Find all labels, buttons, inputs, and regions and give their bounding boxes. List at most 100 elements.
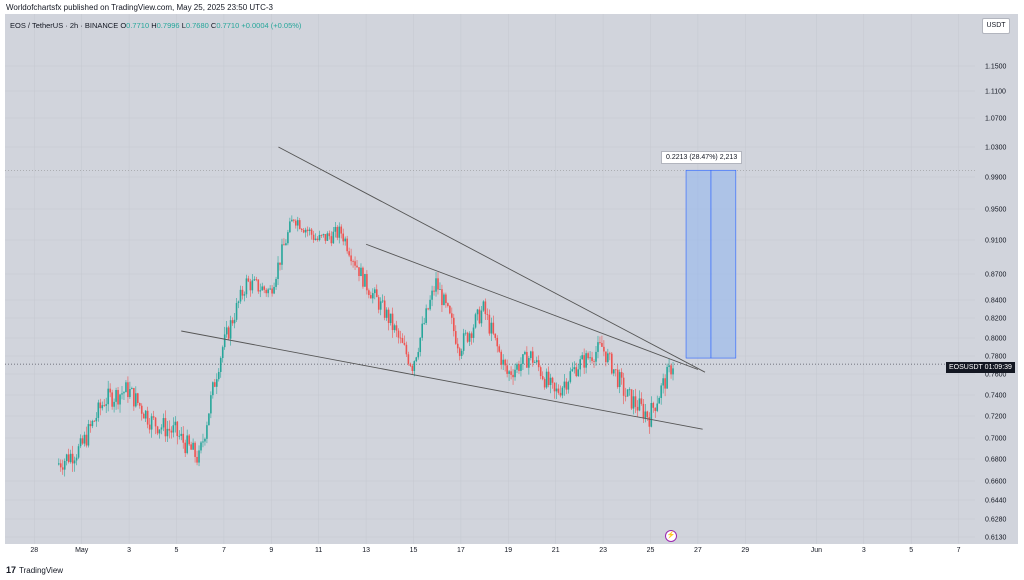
candle-body: [279, 262, 281, 265]
candle-body: [670, 365, 672, 375]
candle-body: [210, 395, 212, 414]
candle-body: [379, 301, 382, 310]
currency-selector[interactable]: USDT: [982, 18, 1010, 34]
candle-body: [539, 367, 542, 377]
candle-body: [295, 220, 297, 226]
candle-body: [216, 379, 218, 387]
candle-body: [239, 289, 242, 302]
candle-body: [437, 278, 439, 290]
time-axis-label: 15: [410, 547, 418, 554]
candle-body: [160, 427, 163, 430]
price-axis-label: 1.1500: [985, 64, 1007, 71]
price-axis-label: 0.7200: [985, 414, 1007, 421]
candle-body: [660, 385, 662, 398]
candle-body: [401, 337, 404, 343]
candle-body: [200, 442, 202, 451]
candle-body: [530, 351, 532, 359]
candle-body: [462, 333, 465, 351]
candle-body: [146, 410, 149, 425]
candle-body: [65, 454, 68, 461]
time-axis-label: 7: [222, 547, 226, 554]
candle-body: [565, 381, 568, 390]
candle-body: [263, 286, 265, 290]
open-label: O: [120, 21, 127, 30]
candle-body: [356, 265, 358, 268]
candle-body: [330, 236, 333, 244]
candle-body: [85, 434, 88, 446]
candle-body: [577, 369, 580, 377]
candle-body: [296, 220, 299, 226]
candle-body: [628, 389, 631, 391]
candle-body: [535, 360, 538, 363]
candle-body: [532, 351, 534, 363]
candle-body: [129, 389, 131, 398]
candle-body: [374, 289, 376, 294]
last-price-tag: EOSUSDT 01:09:39: [946, 362, 1015, 373]
candle-body: [537, 360, 540, 368]
candle-body: [144, 410, 147, 419]
candle-body: [506, 365, 508, 374]
candle-body: [166, 428, 169, 437]
candle-body: [58, 463, 60, 465]
trendline-lower: [181, 330, 703, 430]
lightning-icon[interactable]: ⚡: [665, 530, 677, 542]
candle-body: [533, 362, 536, 364]
candle-body: [332, 231, 335, 244]
candle-body: [269, 288, 271, 290]
time-axis-label: 11: [315, 547, 322, 554]
candle-body: [154, 417, 157, 427]
candle-body: [316, 238, 319, 241]
candle-body: [616, 369, 619, 388]
candle-body: [320, 235, 323, 236]
candle-body: [265, 289, 267, 294]
candle-body: [381, 300, 384, 302]
symbol-label[interactable]: EOS / TetherUS · 2h · BINANCE: [10, 21, 119, 30]
candle-body: [192, 442, 194, 450]
candle-body: [474, 314, 477, 328]
candle-body: [573, 367, 576, 370]
candle-body: [235, 303, 238, 320]
candle-body: [541, 376, 544, 380]
candle-body: [458, 348, 461, 356]
candle-body: [178, 435, 181, 437]
time-axis-label: 3: [127, 547, 131, 554]
high-value: 0.7996: [156, 21, 180, 30]
candle-body: [427, 308, 429, 310]
candle-body: [115, 390, 117, 402]
price-axis-label: 0.7800: [985, 354, 1007, 361]
candle-body: [291, 219, 293, 222]
candle-body: [630, 389, 633, 409]
candle-body: [472, 327, 475, 338]
candle-body: [277, 262, 279, 279]
time-axis-label: 19: [504, 547, 512, 554]
candle-body: [553, 382, 556, 392]
candle-body: [646, 411, 649, 418]
candle-body: [164, 418, 167, 437]
candle-body: [223, 334, 226, 348]
chart-plot-area[interactable]: [5, 14, 1018, 544]
candle-body: [113, 401, 115, 407]
candle-body: [300, 228, 303, 231]
candle-body: [636, 406, 639, 411]
candle-body: [123, 392, 125, 394]
candle-body: [569, 371, 572, 382]
candle-body: [375, 289, 378, 298]
candle-body: [198, 450, 200, 463]
candle-body: [109, 388, 111, 393]
candle-body: [342, 233, 344, 242]
publisher-line: Worldofchartsfx published on TradingView…: [6, 3, 273, 12]
candle-body: [618, 372, 621, 388]
price-axis-label: 1.0700: [985, 116, 1007, 123]
candle-body: [366, 274, 368, 291]
low-label: L: [181, 21, 186, 30]
candle-body: [245, 278, 248, 295]
candle-body: [555, 388, 558, 392]
candle-body: [184, 442, 186, 454]
candle-body: [654, 407, 657, 411]
candle-body: [423, 322, 425, 324]
candle-body: [312, 234, 315, 240]
price-axis-label: 0.6800: [985, 457, 1007, 464]
candle-body: [152, 416, 155, 418]
candle-body: [490, 322, 493, 334]
